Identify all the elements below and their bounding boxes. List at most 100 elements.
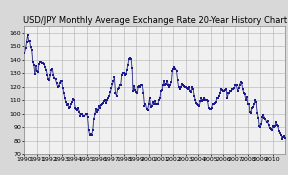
Point — [170, 69, 175, 72]
Point — [150, 101, 155, 104]
Point — [42, 62, 46, 65]
Point — [155, 103, 159, 106]
Point — [50, 68, 55, 71]
Point — [143, 102, 148, 105]
Point — [104, 102, 109, 104]
Point — [167, 86, 172, 89]
Point — [99, 104, 103, 106]
Point — [179, 83, 184, 85]
Point — [136, 85, 141, 88]
Point — [115, 88, 120, 91]
Point — [190, 85, 194, 88]
Point — [61, 91, 66, 94]
Point — [134, 91, 139, 94]
Point — [226, 92, 230, 95]
Point — [39, 61, 43, 64]
Point — [94, 110, 99, 113]
Point — [152, 99, 157, 102]
Point — [131, 90, 135, 93]
Point — [129, 57, 133, 60]
Point — [229, 90, 234, 93]
Point — [266, 124, 271, 127]
Point — [135, 92, 139, 95]
Point — [211, 103, 216, 106]
Point — [185, 87, 189, 89]
Point — [169, 81, 174, 83]
Point — [160, 89, 164, 92]
Point — [130, 66, 134, 69]
Point — [122, 71, 126, 74]
Point — [120, 74, 124, 77]
Point — [92, 113, 97, 116]
Point — [216, 97, 220, 100]
Point — [43, 66, 48, 69]
Point — [213, 101, 218, 104]
Point — [46, 78, 51, 81]
Point — [188, 89, 192, 92]
Point — [274, 124, 279, 127]
Point — [233, 83, 238, 86]
Point — [177, 87, 182, 90]
Point — [205, 99, 210, 102]
Point — [124, 73, 128, 75]
Point — [213, 102, 217, 104]
Point — [158, 96, 162, 99]
Point — [232, 87, 237, 89]
Point — [40, 61, 44, 64]
Point — [36, 71, 40, 74]
Point — [37, 62, 41, 65]
Point — [103, 98, 107, 101]
Point — [239, 82, 244, 85]
Point — [105, 99, 109, 102]
Point — [83, 113, 88, 116]
Point — [224, 88, 228, 91]
Point — [207, 108, 212, 110]
Point — [81, 114, 86, 117]
Point — [276, 130, 281, 132]
Point — [112, 76, 117, 79]
Point — [159, 89, 163, 92]
Point — [223, 89, 228, 92]
Point — [183, 86, 187, 88]
Point — [58, 79, 63, 82]
Point — [236, 87, 241, 89]
Point — [202, 97, 207, 100]
Point — [117, 83, 122, 86]
Point — [53, 78, 58, 81]
Point — [89, 133, 94, 136]
Point — [261, 114, 266, 116]
Point — [185, 87, 190, 90]
Point — [257, 125, 262, 128]
Point — [175, 79, 180, 81]
Point — [227, 91, 232, 94]
Point — [94, 108, 98, 110]
Point — [222, 90, 226, 93]
Point — [41, 61, 46, 64]
Point — [237, 83, 242, 86]
Point — [73, 107, 77, 110]
Point — [259, 122, 264, 125]
Point — [199, 97, 204, 100]
Point — [101, 102, 105, 104]
Point — [57, 81, 62, 84]
Point — [64, 101, 68, 104]
Point — [120, 72, 125, 75]
Point — [250, 106, 254, 109]
Point — [34, 65, 38, 67]
Point — [62, 97, 67, 100]
Point — [29, 48, 34, 51]
Point — [44, 68, 48, 71]
Point — [54, 82, 59, 85]
Point — [238, 81, 243, 83]
Point — [183, 86, 188, 89]
Point — [98, 106, 102, 109]
Point — [255, 112, 259, 114]
Point — [151, 102, 156, 105]
Point — [220, 89, 224, 92]
Point — [82, 115, 87, 118]
Point — [165, 79, 170, 82]
Point — [249, 112, 253, 114]
Point — [248, 110, 252, 113]
Point — [142, 104, 147, 107]
Point — [195, 103, 200, 106]
